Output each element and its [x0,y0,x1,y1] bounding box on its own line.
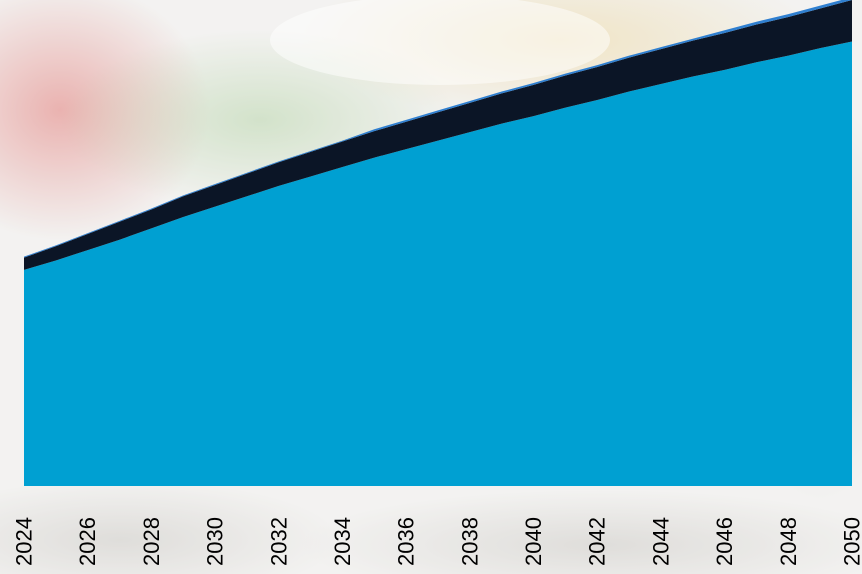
x-tick-label-2042: 2042 [585,517,610,566]
x-tick-label-2026: 2026 [75,517,100,566]
x-tick-label-2036: 2036 [394,517,419,566]
x-axis-tick-labels: 2024 2026 2028 2030 2032 2034 2036 2038 2040 2042… [12,517,862,566]
x-tick-label-2040: 2040 [521,517,546,566]
x-tick-label-2038: 2038 [457,517,482,566]
x-tick-label-2034: 2034 [330,517,355,566]
x-tick-label-2024: 2024 [12,517,37,566]
x-tick-label-2048: 2048 [776,517,801,566]
area-series-1 [24,41,852,487]
area-series-2 [24,0,852,270]
x-tick-label-2050: 2050 [840,517,862,566]
x-tick-label-2044: 2044 [648,517,673,566]
area-series-group [24,0,852,487]
x-tick-label-2030: 2030 [203,517,228,566]
x-tick-label-2028: 2028 [139,517,164,566]
x-tick-label-2046: 2046 [712,517,737,566]
x-tick-label-2032: 2032 [266,517,291,566]
